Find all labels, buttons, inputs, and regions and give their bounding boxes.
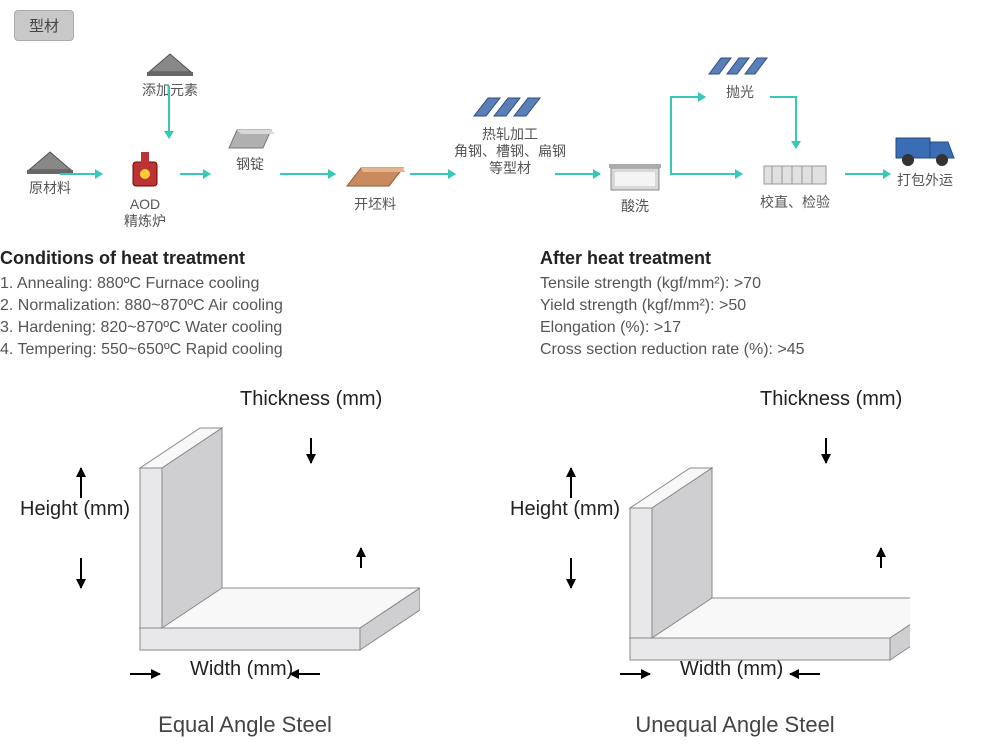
dim-arrow: [620, 673, 650, 675]
flow-arrow: [280, 173, 335, 175]
process-step-billet: 开坯料: [330, 158, 420, 213]
process-step-label: 钢锭: [210, 156, 290, 173]
dim-arrow: [880, 548, 882, 568]
process-step-pickling: 酸洗: [595, 158, 675, 215]
process-step-aod: AOD 精炼炉: [105, 148, 185, 230]
unequal-angle-title: Unequal Angle Steel: [490, 712, 980, 738]
equal-angle-diagram: Thickness (mm) Height (mm) Width (mm) Eq…: [0, 398, 490, 738]
conditions-title: Conditions of heat treatment: [0, 248, 520, 269]
dim-arrow: [570, 468, 572, 498]
process-flow-diagram: 原材料 添加元素 AOD 精炼炉 钢锭 开坯料 热轧加工 角钢、槽钢、扁钢 等型…: [0, 38, 995, 228]
unequal-angle-diagram: Thickness (mm) Height (mm) Width (mm) Un…: [490, 398, 980, 738]
after-item: Yield strength (kgf/mm²): >50: [540, 297, 980, 315]
process-step-label: 抛光: [700, 84, 780, 101]
conditions-column: Conditions of heat treatment 1. Annealin…: [0, 248, 530, 363]
dim-arrow: [80, 558, 82, 588]
flow-branch: [770, 96, 795, 98]
dim-arrow: [825, 438, 827, 463]
flow-arrow: [60, 173, 102, 175]
after-title: After heat treatment: [540, 248, 980, 269]
ship-icon: [880, 128, 970, 168]
dim-arrow: [790, 673, 820, 675]
process-step-label: 校直、检验: [740, 194, 850, 211]
dim-arrow: [310, 438, 312, 463]
flow-arrow: [670, 173, 742, 175]
angle-steel-shape: [530, 428, 910, 693]
flow-branch: [795, 96, 797, 148]
process-step-hotroll: 热轧加工 角钢、槽钢、扁钢 等型材: [440, 88, 580, 176]
angle-steel-diagrams: Thickness (mm) Height (mm) Width (mm) Eq…: [0, 398, 995, 748]
polish-icon: [700, 50, 780, 80]
flow-branch: [670, 96, 672, 173]
process-step-ingot: 钢锭: [210, 122, 290, 173]
conditions-item: 1. Annealing: 880ºC Furnace cooling: [0, 275, 520, 293]
flow-arrow-down: [168, 86, 170, 138]
ingot-icon: [210, 122, 290, 152]
flow-arrow: [845, 173, 890, 175]
process-step-label: 热轧加工 角钢、槽钢、扁钢 等型材: [440, 126, 580, 176]
process-step-label: 酸洗: [595, 198, 675, 215]
equal-angle-title: Equal Angle Steel: [0, 712, 490, 738]
thickness-label: Thickness (mm): [240, 388, 382, 410]
process-step-label: 开坯料: [330, 196, 420, 213]
dim-arrow: [80, 468, 82, 498]
process-step-label: 原材料: [10, 180, 90, 197]
dim-arrow: [130, 673, 160, 675]
process-step-additives: 添加元素: [125, 50, 215, 99]
conditions-item: 2. Normalization: 880~870ºC Air cooling: [0, 297, 520, 315]
raw-icon: [10, 148, 90, 176]
inspect-icon: [740, 158, 850, 190]
dim-arrow: [290, 673, 320, 675]
flow-branch: [670, 96, 705, 98]
after-item: Elongation (%): >17: [540, 319, 980, 337]
heat-treatment-text: Conditions of heat treatment 1. Annealin…: [0, 248, 995, 363]
process-step-inspect: 校直、检验: [740, 158, 850, 211]
after-item: Cross section reduction rate (%): >45: [540, 341, 980, 359]
process-step-label: 添加元素: [125, 82, 215, 99]
flow-arrow: [555, 173, 600, 175]
conditions-item: 4. Tempering: 550~650ºC Rapid cooling: [0, 341, 520, 359]
pickling-icon: [595, 158, 675, 194]
after-item: Tensile strength (kgf/mm²): >70: [540, 275, 980, 293]
process-step-label: AOD 精炼炉: [105, 196, 185, 230]
dim-arrow: [360, 548, 362, 568]
billet-icon: [330, 158, 420, 192]
flow-arrow: [180, 173, 210, 175]
additives-icon: [125, 50, 215, 78]
process-step-ship: 打包外运: [880, 128, 970, 189]
after-column: After heat treatment Tensile strength (k…: [530, 248, 990, 363]
section-badge: 型材: [14, 10, 74, 41]
thickness-label: Thickness (mm): [760, 388, 902, 410]
conditions-item: 3. Hardening: 820~870ºC Water cooling: [0, 319, 520, 337]
hotroll-icon: [440, 88, 580, 122]
process-step-polish: 抛光: [700, 50, 780, 101]
angle-steel-icon: [530, 428, 910, 688]
aod-icon: [105, 148, 185, 192]
process-step-label: 打包外运: [880, 172, 970, 189]
dim-arrow: [570, 558, 572, 588]
flow-arrow: [410, 173, 455, 175]
